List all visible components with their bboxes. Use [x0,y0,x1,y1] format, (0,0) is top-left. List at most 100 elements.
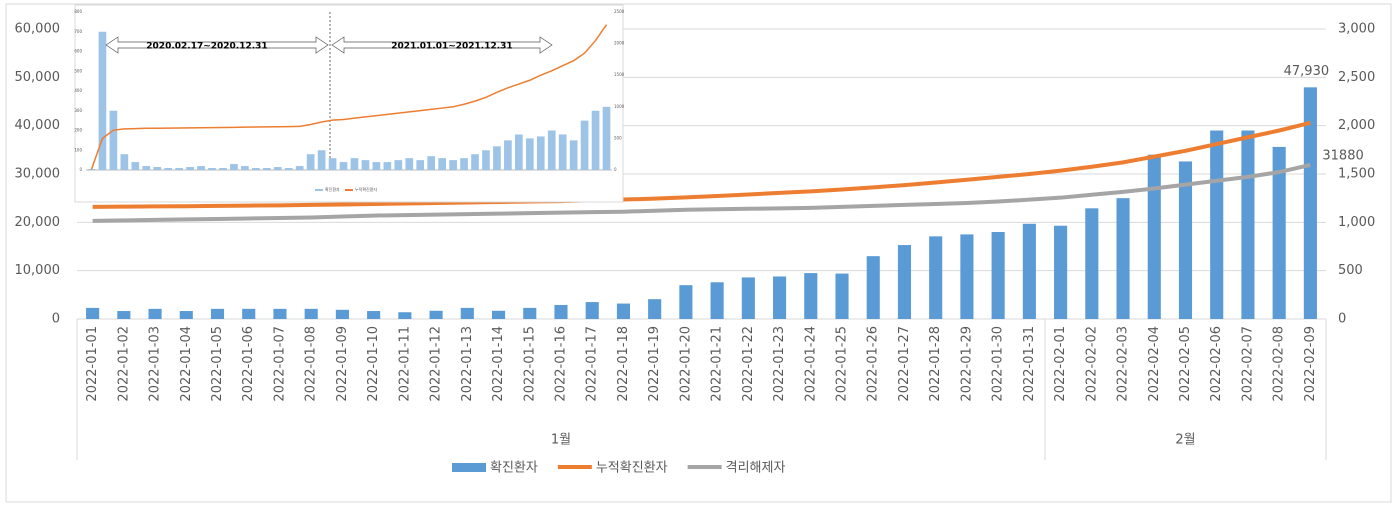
inset-bar [558,134,567,170]
x-tick-label: 2022-02-05 [1178,326,1193,402]
inset-bar [416,160,425,170]
bar [1241,130,1255,319]
bar [679,285,693,319]
inset-y-tick: 700 [74,29,82,34]
x-tick-label: 2022-01-09 [335,326,350,402]
y2-tick-label: 2,500 [1338,70,1375,85]
bar [929,236,943,319]
x-tick-label: 2022-02-01 [1053,326,1068,402]
bar [710,282,724,319]
inset-bar [186,167,194,170]
inset-bar [241,166,249,170]
inset-arrow [331,36,553,54]
y-tick-label: 30,000 [15,167,61,182]
x-tick-label: 2022-02-03 [1116,326,1131,402]
inset-bar [350,158,359,170]
inset-bar [383,162,392,170]
x-tick-label: 2022-02-06 [1209,326,1224,402]
inset-bar [394,160,403,170]
inset-bar [153,167,162,170]
inset-y-tick: 800 [74,9,82,14]
y-tick-label: 40,000 [15,118,61,133]
y-tick-label: 10,000 [15,263,61,278]
x-tick-label: 2022-01-10 [366,326,381,402]
x-tick-label: 2022-02-02 [1084,326,1099,402]
bar [1022,223,1036,319]
inset-legend-label: 확진환자 [325,186,340,192]
inset-arrow [105,36,329,54]
x-tick-label: 2022-02-07 [1240,326,1255,402]
inset-bar [449,160,457,170]
y-tick-label: 50,000 [15,70,61,85]
inset: 0 100 200 300 400 500 600 700 800 0 500 1000 1500 200… [74,4,625,203]
x-tick-label: 2022-01-21 [710,326,725,402]
inset-bar [525,138,534,170]
x-tick-label: 2022-01-22 [741,326,756,402]
bar [491,310,506,319]
inset-y-tick: 500 [74,68,82,73]
inset-bar [515,134,523,170]
bar [117,311,131,319]
bar [398,312,412,319]
x-tick-label: 2022-01-11 [397,326,412,402]
inset-bar [504,140,512,170]
y2-tick-label: 3,000 [1338,22,1375,37]
x-tick-label: 2022-01-01 [85,326,100,402]
inset-bar [591,110,600,170]
x-tick-label: 2022-01-24 [803,326,818,402]
inset-bar [427,156,436,170]
x-tick-label: 2022-01-29 [959,326,974,402]
inset-bar [109,110,118,170]
x-tick-label: 2022-01-05 [210,326,225,402]
x-tick-label: 2022-01-13 [460,326,475,402]
bar [648,299,662,319]
x-tick-label: 2022-01-02 [116,326,131,402]
inset-bar [197,166,205,170]
bar [1054,225,1068,319]
inset-legend-swatch [315,189,323,191]
y2-tick-label: 2,000 [1338,118,1375,133]
inset-y2-tick: 0 [614,167,617,172]
x-tick-label: 2022-02-09 [1303,326,1318,402]
inset-bar [339,162,348,170]
bar [523,307,537,319]
bar [367,311,381,319]
bar [179,311,193,319]
x-tick-label: 2022-02-08 [1272,326,1287,402]
inset-y-tick: 200 [74,128,82,133]
bar [148,308,162,319]
inset-y2-tick: 2000 [614,41,625,46]
y-tick-label: 0 [52,312,60,327]
line [92,162,1311,223]
inset-bar [284,168,293,170]
bar [585,302,599,319]
inset-bar [372,162,381,170]
inset-bg [74,4,624,203]
inset-bar [482,150,490,170]
y2-tick-label: 1,500 [1338,167,1375,182]
inset-legend-swatch [345,189,353,191]
inset-bar [328,158,337,170]
bar [1210,130,1224,319]
inset-bar [219,168,227,170]
bar [991,232,1005,319]
inset-bar [131,162,140,170]
inset-annotation: 2020.02.17~2020.12.31 [146,42,267,52]
bar [1116,198,1130,319]
bar [210,308,225,319]
bar [897,245,912,319]
inset-bar [230,164,238,170]
inset-bar [361,160,370,170]
x-tick-label: 2022-01-19 [647,326,662,402]
data-label: 31880 [1322,148,1363,163]
bar [554,304,568,319]
x-tick-label: 2022-01-28 [928,326,943,402]
bar [960,234,974,319]
x-tick-label: 2022-01-12 [429,326,444,402]
x-tick-label: 2022-01-17 [585,326,600,402]
inset-bar [438,158,446,170]
inset-bar [175,168,183,170]
line [92,120,1311,209]
group-label: 1월 [551,433,571,448]
